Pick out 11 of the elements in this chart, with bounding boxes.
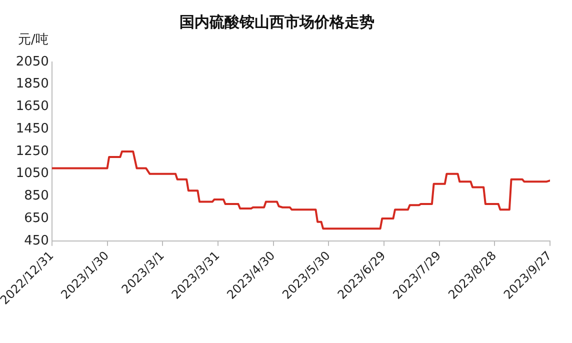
y-tick-label: 850 (24, 188, 49, 204)
y-tick-label: 650 (24, 210, 49, 226)
y-tick-label: 1050 (16, 166, 49, 182)
y-tick-label: 1850 (16, 76, 49, 92)
y-tick-label: 1650 (16, 99, 49, 114)
y-tick-label: 1250 (16, 144, 49, 159)
y-tick-label: 450 (24, 233, 49, 248)
y-tick-label: 2050 (16, 54, 49, 70)
y-axis-title: 元/吨 (18, 32, 48, 48)
y-tick-label: 1450 (16, 121, 49, 136)
chart-title: 国内硫酸铵山西市场价格走势 (180, 12, 374, 31)
